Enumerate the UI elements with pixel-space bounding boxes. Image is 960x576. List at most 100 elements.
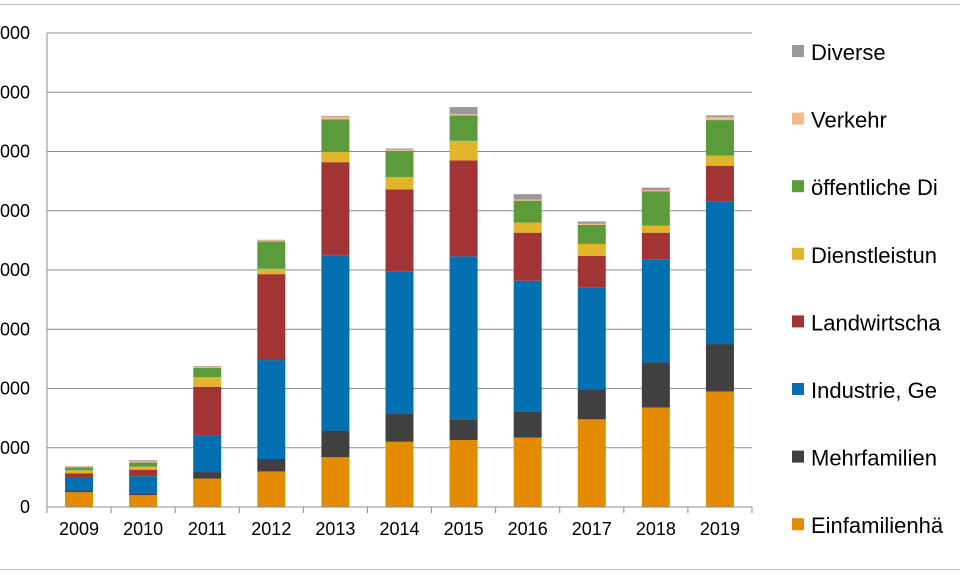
bar-segment	[449, 160, 478, 257]
legend-swatch	[792, 315, 804, 328]
legend-swatch	[792, 247, 804, 260]
bar-segment	[513, 194, 542, 200]
bar-segment	[641, 225, 670, 233]
legend-swatch	[792, 383, 804, 395]
x-tick-label: 2010	[123, 519, 163, 539]
bar-segment	[705, 201, 734, 345]
bar-segment	[65, 470, 94, 474]
bar-segment	[321, 162, 350, 256]
bar-segment	[513, 199, 542, 201]
bar-segment	[129, 495, 158, 507]
bar-segment	[321, 457, 350, 507]
bar-segment	[705, 120, 734, 156]
bar-segment	[385, 150, 414, 177]
bar-segment	[65, 467, 94, 471]
x-axis-tick-labels: 2009 2010 2011 2012 2013 2014 2015 2016 2017 2018…	[59, 519, 740, 539]
bar-segment	[577, 255, 606, 288]
bar-segment	[385, 441, 414, 507]
bar-segment	[577, 389, 606, 420]
bar-segment	[449, 140, 478, 161]
bar-segment	[385, 413, 414, 442]
bar-segment	[641, 407, 670, 507]
chart-frame	[0, 4, 960, 570]
bar-segment	[513, 280, 542, 412]
bar-segment	[321, 116, 350, 120]
legend-label: Dienstleistun	[811, 243, 937, 268]
bar-segment	[385, 148, 414, 150]
bar-segment	[193, 386, 222, 436]
y-tick-label: 0	[20, 497, 30, 517]
bar-segment	[65, 473, 94, 478]
axes	[46, 33, 753, 513]
bar-segment	[321, 115, 350, 117]
bar-segment	[257, 471, 286, 507]
bar-segment	[513, 411, 542, 438]
bar-segment	[577, 223, 606, 225]
legend-label: Verkehr	[811, 108, 887, 133]
bar-segment	[513, 232, 542, 281]
bar-segment	[129, 493, 158, 496]
legend-swatch	[792, 180, 804, 193]
y-tick-label: 000	[0, 23, 30, 43]
bar-segment	[705, 155, 734, 166]
bar-segment	[129, 461, 158, 463]
bar-segment	[257, 360, 286, 460]
bar-segment	[257, 274, 286, 361]
bar-segment	[385, 271, 414, 414]
bar-segment	[65, 477, 94, 491]
legend-label: Mehrfamilien	[811, 446, 937, 471]
bar-segment	[577, 221, 606, 224]
bars	[65, 107, 734, 507]
bar-segment	[385, 149, 414, 151]
legend-label: Einfamilienhä	[811, 513, 944, 538]
bar-segment	[129, 460, 158, 462]
bar-segment	[449, 440, 478, 507]
bar-segment	[577, 243, 606, 256]
bar-segment	[705, 344, 734, 392]
legend-swatch	[792, 450, 804, 463]
x-tick-label: 2014	[379, 519, 419, 539]
y-tick-label: 000	[0, 379, 30, 399]
bar-segment	[641, 190, 670, 192]
bar-segment	[321, 430, 350, 458]
x-tick-label: 2011	[188, 519, 227, 539]
bar-segment	[641, 232, 670, 260]
y-tick-label: 000	[0, 438, 30, 458]
legend-swatch	[792, 518, 804, 531]
bar-segment	[321, 152, 350, 163]
bar-segment	[193, 365, 222, 367]
legend-swatch	[792, 45, 804, 57]
x-tick-label: 2017	[572, 519, 612, 539]
bar-segment	[577, 419, 606, 507]
bar-segment	[257, 459, 286, 472]
bar-segment	[449, 107, 478, 115]
legend-label: öffentliche Di	[811, 175, 938, 200]
bar-segment	[257, 240, 286, 242]
x-tick-label: 2019	[700, 519, 740, 539]
bar-segment	[449, 256, 478, 420]
bar-segment	[193, 472, 222, 479]
bar-segment	[449, 115, 478, 141]
bar-segment	[385, 176, 414, 190]
y-tick-label: 000	[0, 142, 30, 162]
bar-segment	[129, 466, 158, 470]
bar-segment	[257, 239, 286, 241]
legend: Diverse Verkehr öffentliche Di Dienstleistu…	[792, 40, 944, 538]
bar-segment	[577, 287, 606, 390]
bar-segment	[705, 115, 734, 118]
y-tick-label: 000	[0, 319, 30, 339]
x-tick-label: 2009	[59, 519, 99, 539]
x-tick-label: 2013	[315, 519, 355, 539]
bar-segment	[193, 377, 222, 387]
bar-segment	[193, 478, 222, 507]
bar-segment	[193, 435, 222, 473]
bar-segment	[65, 490, 94, 493]
bar-segment	[129, 476, 158, 494]
bar-segment	[65, 466, 94, 468]
bar-segment	[385, 189, 414, 272]
bar-segment	[513, 222, 542, 233]
bar-segment	[129, 462, 158, 467]
y-tick-label: 000	[0, 82, 30, 102]
